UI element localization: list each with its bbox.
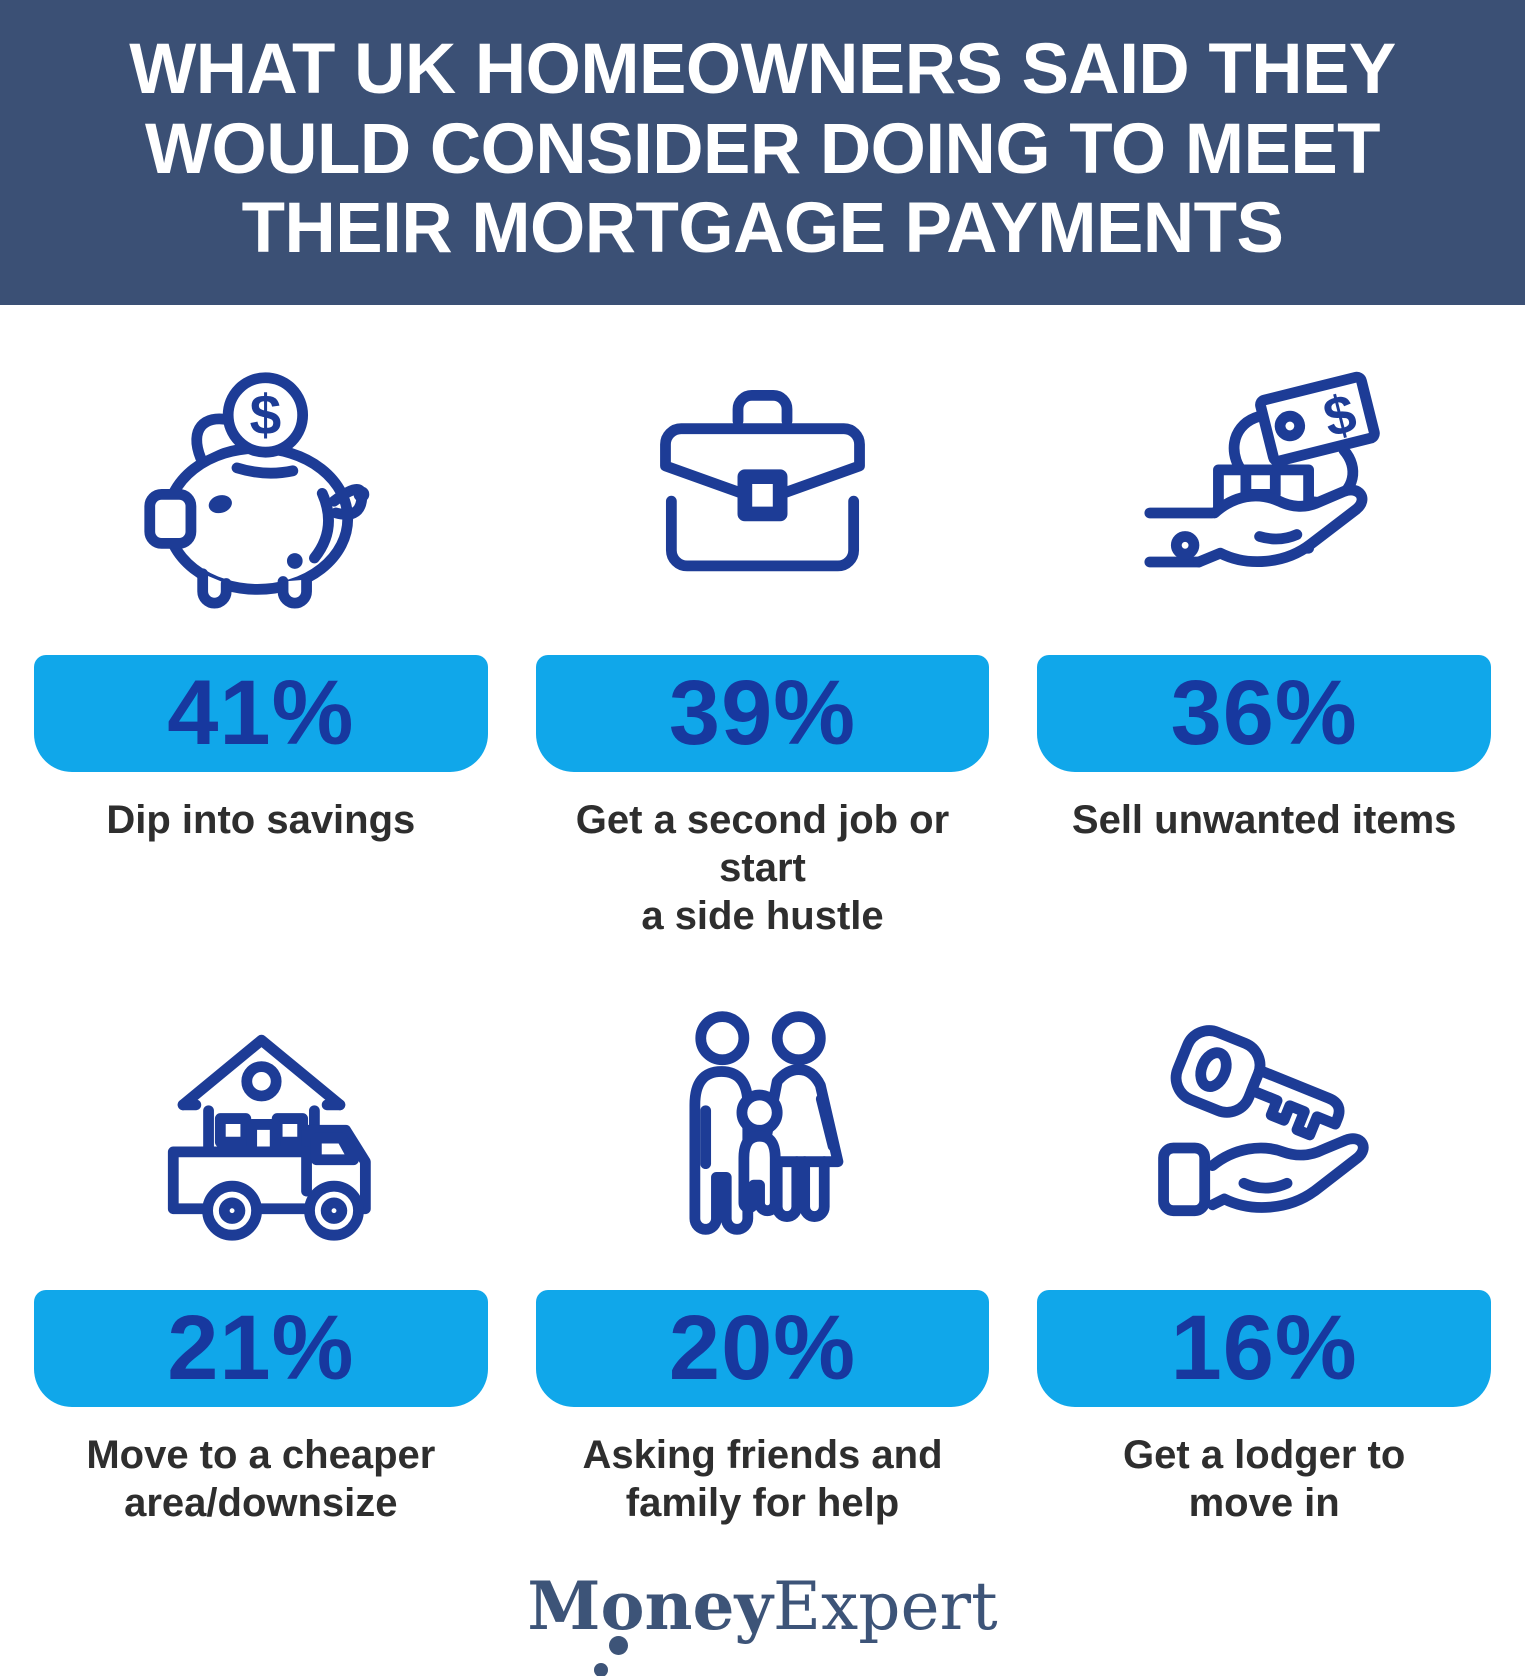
piggy-bank-icon: $ xyxy=(138,361,383,613)
percent-bar: 16% xyxy=(1037,1289,1491,1407)
logo-bubble-large xyxy=(609,1635,629,1655)
stat-label: Sell unwanted items xyxy=(1071,797,1457,842)
stat-label: Asking friends and family for help xyxy=(582,1432,943,1525)
percent-value: 36% xyxy=(1170,661,1358,764)
stats-grid: $ 41% Dip into savings xyxy=(0,305,1525,1527)
stat-card-family-help: 20% Asking friends and family for help xyxy=(535,940,990,1527)
stat-label: Get a lodger to move in xyxy=(1123,1432,1406,1525)
header-banner: WHAT UK HOMEOWNERS SAID THEY WOULD CONSI… xyxy=(0,0,1525,305)
stat-card-second-job: 39% Get a second job or start a side hus… xyxy=(535,305,990,940)
percent-value: 21% xyxy=(167,1296,355,1399)
percent-bar: 21% xyxy=(34,1289,488,1407)
footer: Mo neyExpert xyxy=(0,1573,1525,1676)
moving-truck-icon xyxy=(138,996,383,1248)
logo-money-m: M xyxy=(527,1566,601,1645)
logo-bubble-medium xyxy=(594,1662,609,1676)
sell-items-icon: $ xyxy=(1142,361,1387,613)
stat-label: Dip into savings xyxy=(106,797,416,842)
percent-bar: 20% xyxy=(535,1289,990,1407)
percent-bar: 39% xyxy=(535,654,990,772)
stat-label: Move to a cheaper area/downsize xyxy=(86,1432,436,1525)
stat-card-sell-items: $ 36% Sell unwanted items xyxy=(1037,305,1491,940)
logo-money-rest: ney xyxy=(644,1566,773,1645)
stat-label: Get a second job or start a side hustle xyxy=(575,797,950,938)
briefcase-icon xyxy=(640,361,885,613)
stat-card-savings: $ 41% Dip into savings xyxy=(34,305,488,940)
svg-text:$: $ xyxy=(250,385,282,448)
percent-bar: 41% xyxy=(34,654,488,772)
page-title: WHAT UK HOMEOWNERS SAID THEY WOULD CONSI… xyxy=(129,30,1396,269)
logo-expert: Expert xyxy=(772,1567,998,1645)
percent-value: 39% xyxy=(668,661,857,764)
key-hand-icon xyxy=(1142,996,1387,1248)
percent-value: 16% xyxy=(1170,1296,1358,1399)
percent-bar: 36% xyxy=(1037,654,1491,772)
family-icon xyxy=(640,996,885,1248)
stat-card-move: 21% Move to a cheaper area/downsize xyxy=(34,940,488,1527)
percent-value: 41% xyxy=(167,661,355,764)
moneyexpert-logo: Mo neyExpert xyxy=(527,1573,998,1676)
stat-card-lodger: 16% Get a lodger to move in xyxy=(1037,940,1491,1527)
percent-value: 20% xyxy=(668,1296,857,1399)
logo-money-o: o xyxy=(594,1567,644,1676)
